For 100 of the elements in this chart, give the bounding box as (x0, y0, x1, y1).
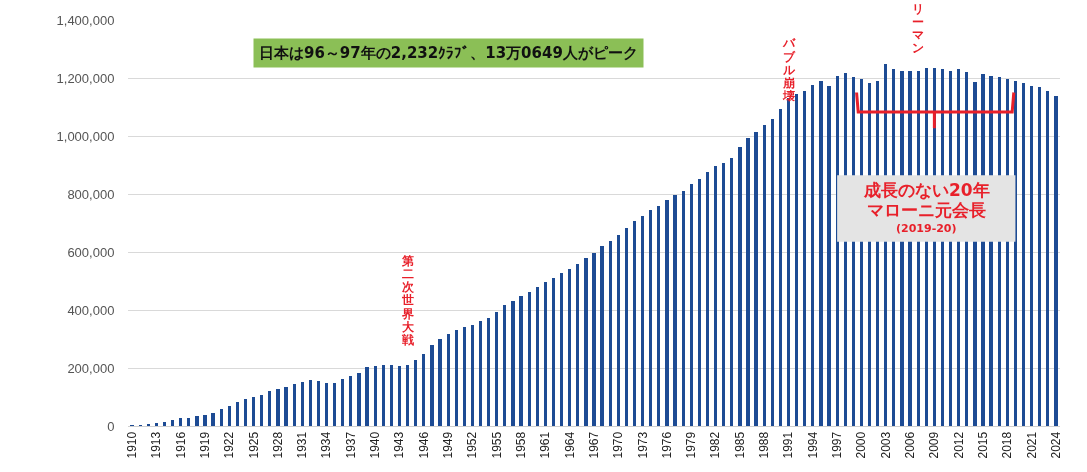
x-tick-label: 2024 (1048, 431, 1063, 459)
bar (187, 418, 190, 426)
bar (179, 418, 182, 426)
y-tick-label: 1,200,000 (56, 70, 115, 86)
x-tick-label: 1916 (173, 431, 188, 459)
bar (236, 402, 239, 426)
bar (406, 365, 409, 426)
x-tick-label: 1937 (343, 431, 358, 459)
bar (552, 278, 555, 426)
bar (617, 235, 620, 426)
bar (203, 415, 207, 426)
x-tick-label: 1919 (197, 431, 212, 459)
bar (803, 91, 806, 426)
bar (746, 138, 750, 426)
bar (163, 422, 166, 426)
bar (211, 413, 215, 426)
bar (665, 200, 669, 426)
y-tick-label: 1,400,000 (56, 12, 115, 28)
y-tick-label: 600,000 (67, 244, 115, 260)
x-tick-label: 2021 (1024, 431, 1039, 459)
bar (779, 109, 782, 426)
bar (317, 381, 320, 426)
bar (195, 416, 199, 426)
bar (544, 282, 547, 426)
bar (155, 423, 158, 426)
bar (795, 94, 798, 426)
bar (268, 391, 271, 426)
annotation: リーマン (912, 1, 925, 56)
bar (284, 387, 288, 426)
bar (633, 221, 636, 426)
bar (754, 132, 758, 426)
x-tick-label: 2009 (927, 431, 942, 459)
bar (584, 258, 588, 426)
bar (600, 246, 604, 426)
bar (357, 373, 361, 426)
x-tick-label: 1985 (732, 431, 747, 459)
bar (1038, 87, 1041, 426)
x-tick-label: 2015 (975, 431, 990, 459)
bar (171, 420, 174, 426)
bar (609, 241, 612, 426)
x-tick-label: 1913 (149, 431, 164, 459)
x-tick-label: 1973 (635, 431, 650, 459)
bar (301, 382, 304, 426)
bar (503, 305, 506, 426)
bar (722, 163, 725, 426)
bar (495, 312, 498, 426)
bar (414, 360, 417, 426)
bar (673, 195, 677, 426)
bar (706, 172, 709, 426)
bar (341, 379, 344, 426)
bar (536, 287, 539, 426)
x-tick-label: 2006 (902, 431, 917, 459)
x-tick-label: 1952 (465, 431, 480, 459)
x-tick-label: 1934 (319, 431, 334, 459)
bar (325, 383, 328, 426)
bar (641, 216, 644, 426)
bar (487, 318, 490, 426)
x-tick-label: 1940 (368, 431, 383, 459)
y-tick-label: 800,000 (67, 186, 115, 202)
x-tick-label: 1961 (538, 431, 553, 459)
bar (1030, 86, 1033, 426)
y-tick-label: 0 (107, 418, 115, 434)
bar (714, 166, 717, 426)
annotation: 成長のない20年 (863, 180, 990, 200)
x-tick-label: 1928 (270, 431, 285, 459)
y-tick-label: 1,000,000 (56, 128, 115, 144)
bar (771, 119, 774, 426)
x-tick-label: 1967 (586, 431, 601, 459)
annotation: (2019-20) (896, 222, 957, 235)
x-tick-label: 1910 (124, 431, 139, 459)
x-tick-label: 1964 (562, 431, 577, 459)
bar (827, 86, 831, 426)
bar (1046, 91, 1049, 426)
bar (276, 389, 280, 426)
bar (463, 327, 466, 426)
bar (309, 380, 312, 426)
x-tick-label: 1979 (684, 431, 699, 459)
x-tick-label: 1958 (513, 431, 528, 459)
annotation: 第二次世界大戦 (401, 253, 414, 348)
x-tick-label: 1931 (295, 431, 310, 459)
annotation: 日本は96～97年の2,232ｸﾗﾌﾞ、13万0649人がピーク (259, 44, 638, 62)
bar (738, 147, 742, 426)
bar (682, 191, 685, 426)
bar (568, 269, 571, 426)
x-tick-label: 1946 (416, 431, 431, 459)
x-tick-label: 1982 (708, 431, 723, 459)
bar (819, 81, 823, 426)
bar (333, 383, 336, 426)
y-tick-label: 400,000 (67, 302, 115, 318)
x-tick-label: 2000 (854, 431, 869, 459)
x-tick-label: 1994 (805, 431, 820, 459)
bar (479, 321, 482, 426)
x-tick-label: 1988 (757, 431, 772, 459)
bar (293, 384, 296, 426)
x-tick-label: 1949 (441, 431, 456, 459)
x-tick-label: 1970 (611, 431, 626, 459)
bar (398, 366, 401, 426)
bar (625, 228, 628, 426)
annotation: マローニ元会長 (867, 200, 986, 220)
bar (244, 399, 247, 426)
